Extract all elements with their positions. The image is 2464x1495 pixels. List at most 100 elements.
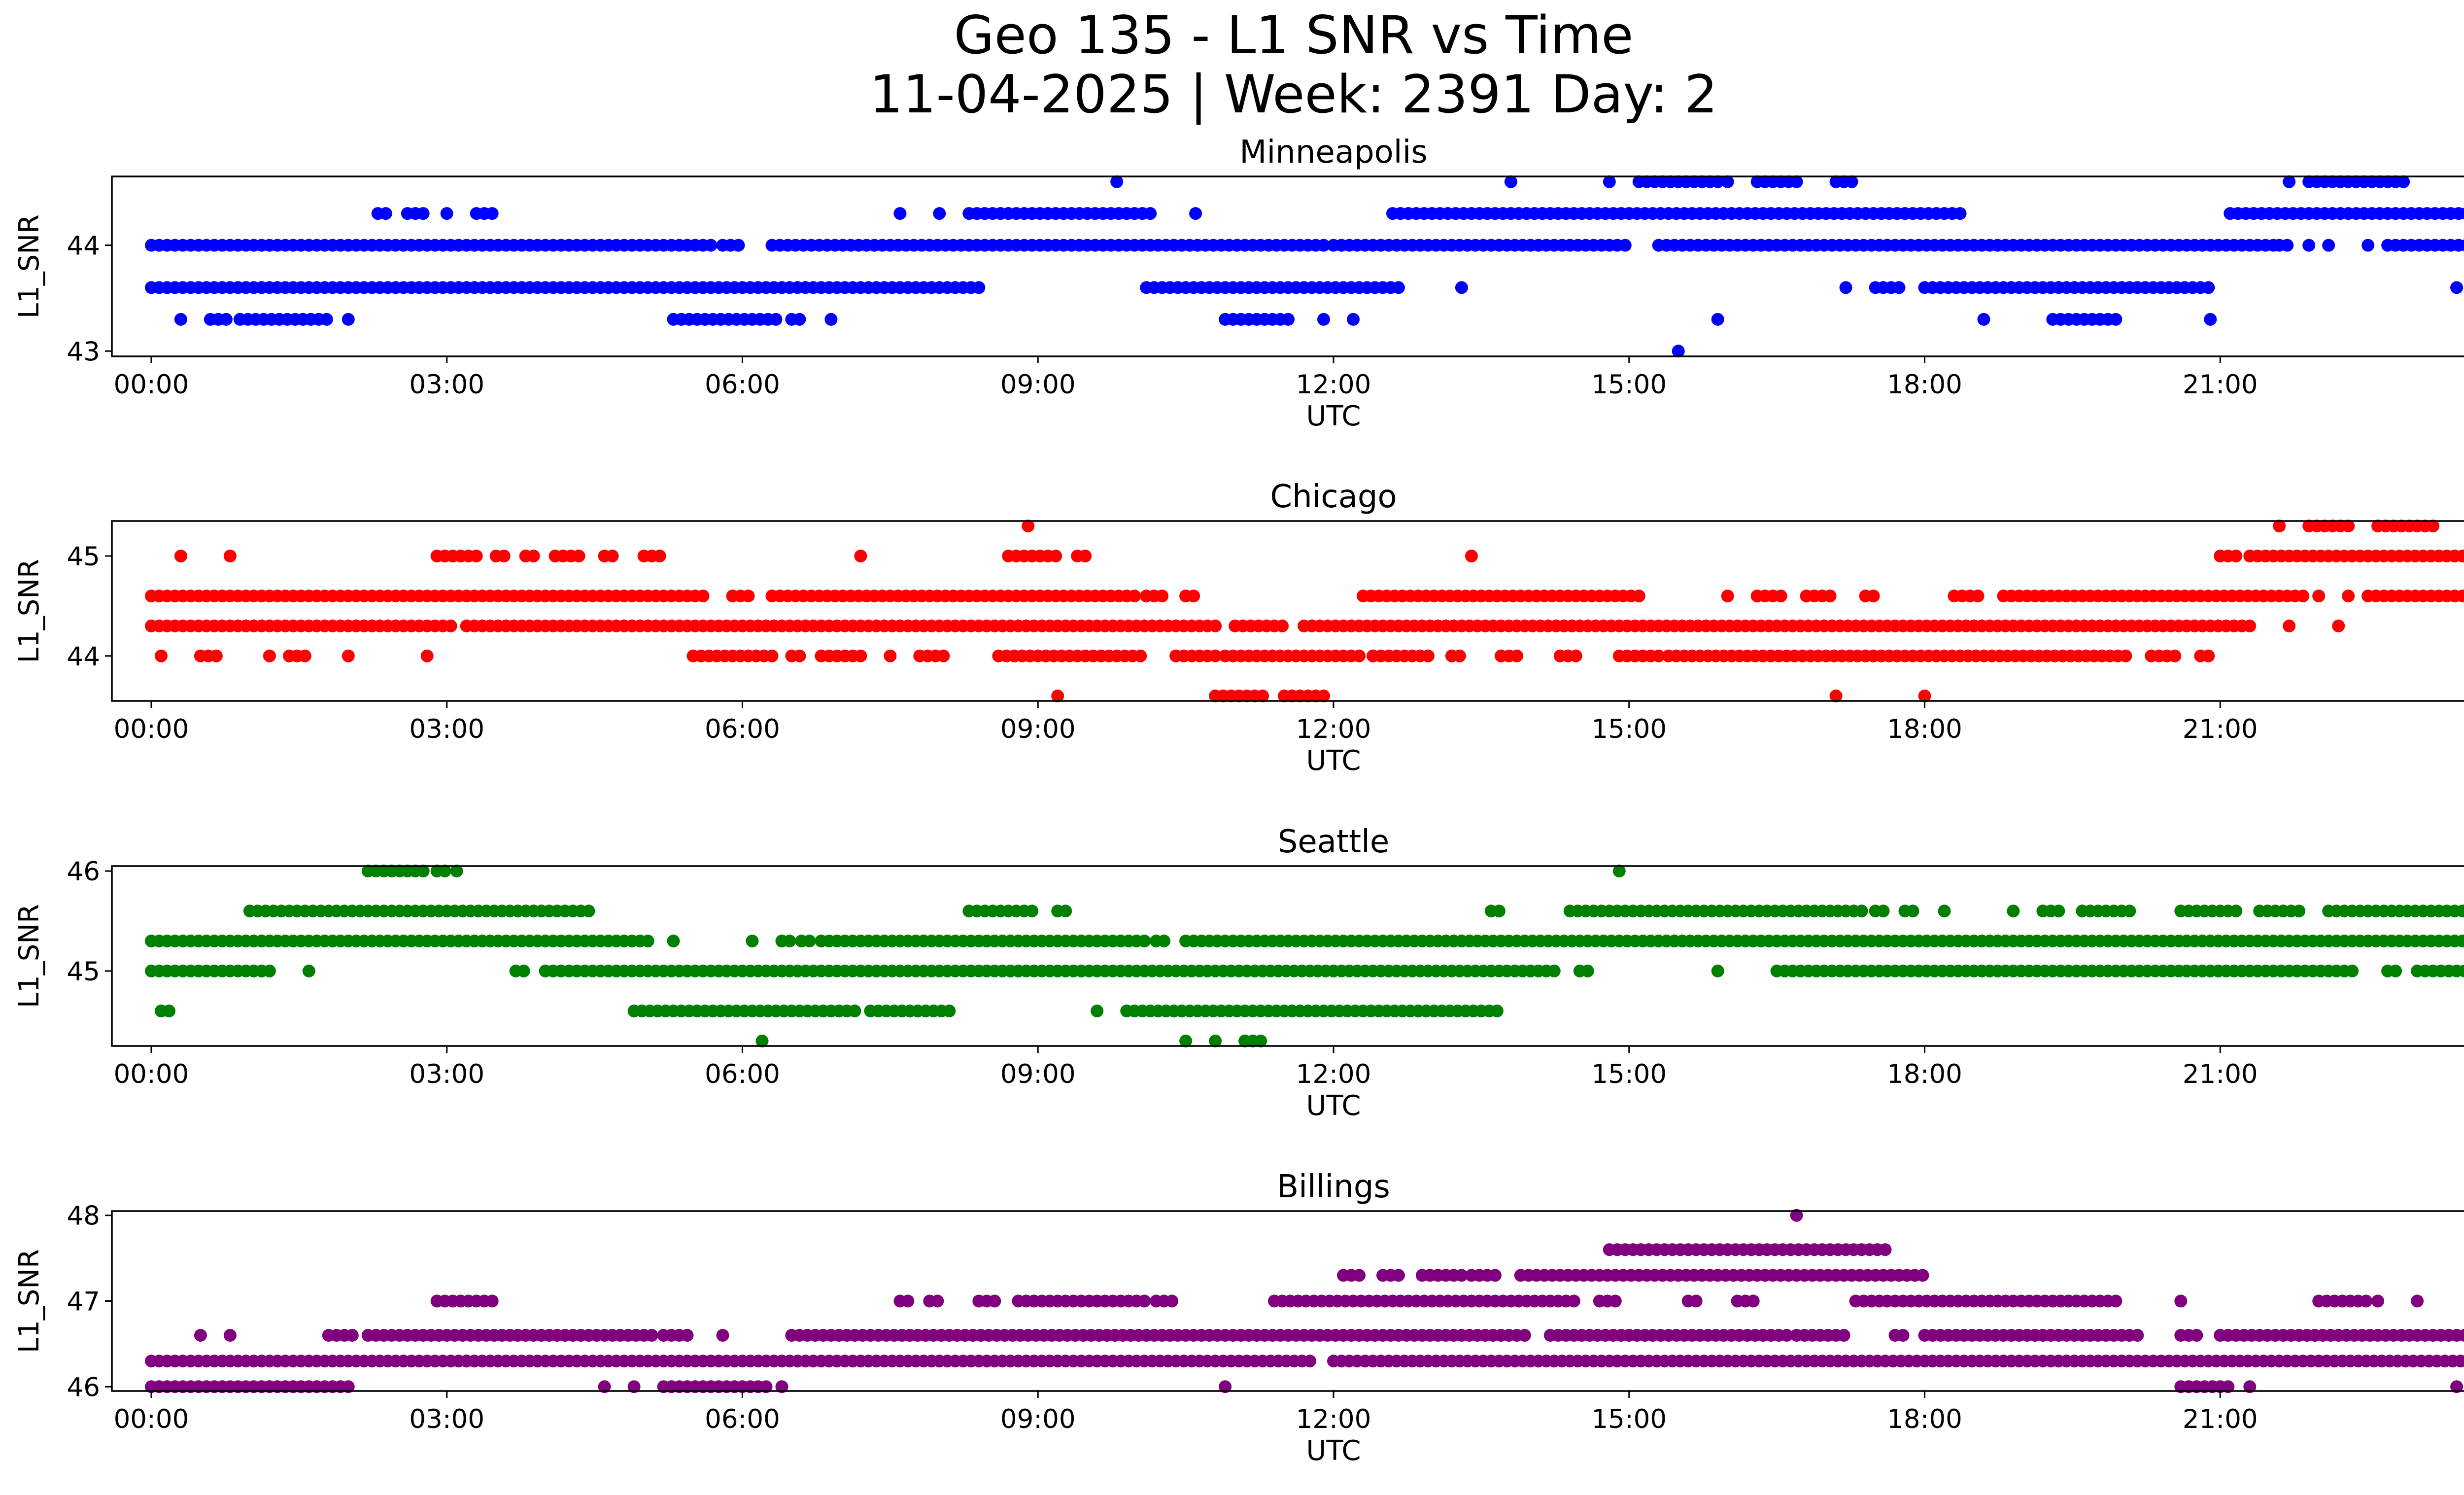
chicago-point — [1256, 689, 1269, 702]
minneapolis-point — [1504, 175, 1517, 188]
billings-point — [759, 1380, 773, 1393]
chicago-point — [1652, 649, 1665, 662]
minneapolis-point — [972, 281, 986, 294]
chicago-point — [444, 619, 457, 632]
billings-point — [681, 1329, 694, 1342]
seattle-point — [1490, 1005, 1504, 1017]
chicago-point — [696, 590, 710, 603]
minneapolis-xtick-label: 00:00 — [114, 370, 189, 400]
chicago-point — [2283, 619, 2296, 632]
chicago-point — [1317, 689, 1330, 702]
minneapolis-point — [416, 207, 430, 220]
billings-point — [1303, 1355, 1316, 1368]
chicago-point — [2456, 590, 2464, 603]
minneapolis-point — [2302, 239, 2316, 252]
chicago-point — [1156, 590, 1169, 603]
seattle-point — [943, 1005, 956, 1017]
minneapolis-point — [2361, 239, 2375, 252]
billings-point — [775, 1380, 788, 1393]
minneapolis-xlabel: UTC — [1306, 400, 1361, 432]
seattle-xlabel: UTC — [1306, 1090, 1361, 1122]
seattle-point — [263, 964, 276, 977]
minneapolis-point — [1845, 175, 1858, 188]
minneapolis-point — [1317, 313, 1330, 326]
seattle-point — [2123, 904, 2136, 918]
billings-point — [2174, 1294, 2188, 1308]
billings-point — [1488, 1269, 1502, 1282]
seattle-point — [302, 964, 315, 977]
billings-point — [1780, 1329, 1793, 1342]
chicago-title: Chicago — [1270, 479, 1397, 515]
minneapolis-xtick-label: 18:00 — [1887, 370, 1962, 400]
minneapolis-point — [1603, 175, 1616, 188]
chicago-point — [2168, 649, 2182, 662]
chicago-point — [1823, 590, 1837, 603]
seattle-point — [438, 865, 451, 878]
billings-point — [1837, 1329, 1850, 1342]
chicago-point — [1209, 619, 1222, 632]
billings-point — [1896, 1329, 1910, 1342]
seattle-point — [1254, 1034, 1267, 1047]
chicago-xtick-label: 03:00 — [409, 714, 484, 744]
minneapolis-point — [379, 207, 392, 220]
seattle-point — [1026, 904, 1039, 918]
billings-xtick-label: 03:00 — [409, 1404, 484, 1434]
seattle-xtick-label: 12:00 — [1296, 1059, 1371, 1089]
chicago-point — [174, 550, 187, 562]
billings-point — [1455, 1269, 1468, 1282]
chicago-xlabel: UTC — [1306, 745, 1361, 777]
billings-point — [1790, 1209, 1803, 1222]
chicago-point — [263, 649, 276, 662]
minneapolis-point — [2202, 281, 2215, 294]
minneapolis-point — [1711, 175, 1724, 188]
chicago-point — [223, 550, 237, 562]
billings-point — [2222, 1380, 2235, 1393]
chicago-point — [1774, 590, 1787, 603]
chicago-point — [1128, 590, 1141, 603]
billings-point — [485, 1294, 499, 1308]
chicago-points — [145, 520, 2464, 702]
chicago-panel: Chicago 00:00 03:00 06:00 09:00 12:00 15:00 18:… — [13, 479, 2464, 777]
minneapolis-xtick-label: 15:00 — [1591, 370, 1667, 400]
seattle-point — [163, 1005, 175, 1017]
minneapolis-point — [1790, 175, 1803, 188]
minneapolis-point — [933, 207, 946, 220]
minneapolis-point — [704, 239, 718, 252]
chicago-xtick-label: 09:00 — [1000, 714, 1076, 744]
billings-ytick-label: 48 — [67, 1201, 100, 1231]
minneapolis-point — [1721, 175, 1734, 188]
minneapolis-point — [893, 207, 907, 220]
seattle-point — [1906, 904, 1919, 918]
chicago-point — [1971, 590, 1985, 603]
seattle-point — [746, 935, 759, 948]
chicago-point — [1510, 649, 1523, 662]
chicago-point — [209, 649, 223, 662]
chicago-ylabel: L1_SNR — [13, 559, 45, 663]
seattle-point — [1612, 865, 1626, 878]
minneapolis-point — [1317, 239, 1330, 252]
seattle-ytick-label: 46 — [67, 857, 100, 887]
seattle-title: Seattle — [1278, 824, 1390, 860]
billings-points — [145, 1209, 2464, 1393]
billings-point — [2450, 1380, 2464, 1393]
minneapolis-points — [145, 175, 2464, 358]
chicago-point — [2427, 520, 2440, 533]
chicago-point — [497, 550, 511, 562]
billings-point — [342, 1380, 355, 1393]
minneapolis-point — [1347, 313, 1360, 326]
minneapolis-point — [1618, 239, 1632, 252]
chicago-point — [765, 649, 779, 662]
chicago-point — [854, 649, 867, 662]
minneapolis-point — [769, 313, 783, 326]
minneapolis-point — [1282, 313, 1295, 326]
minneapolis-point — [1977, 313, 1990, 326]
minneapolis-point — [440, 207, 453, 220]
seattle-point — [2346, 964, 2359, 977]
seattle-xtick-label: 18:00 — [1887, 1059, 1962, 1089]
minneapolis-point — [1953, 207, 1967, 220]
billings-point — [2360, 1294, 2373, 1308]
billings-point — [2371, 1294, 2385, 1308]
minneapolis-point — [1144, 207, 1157, 220]
minneapolis-panel: Minneapolis 00:00 03:00 06:00 09:00 12:00 15:0… — [13, 134, 2464, 432]
